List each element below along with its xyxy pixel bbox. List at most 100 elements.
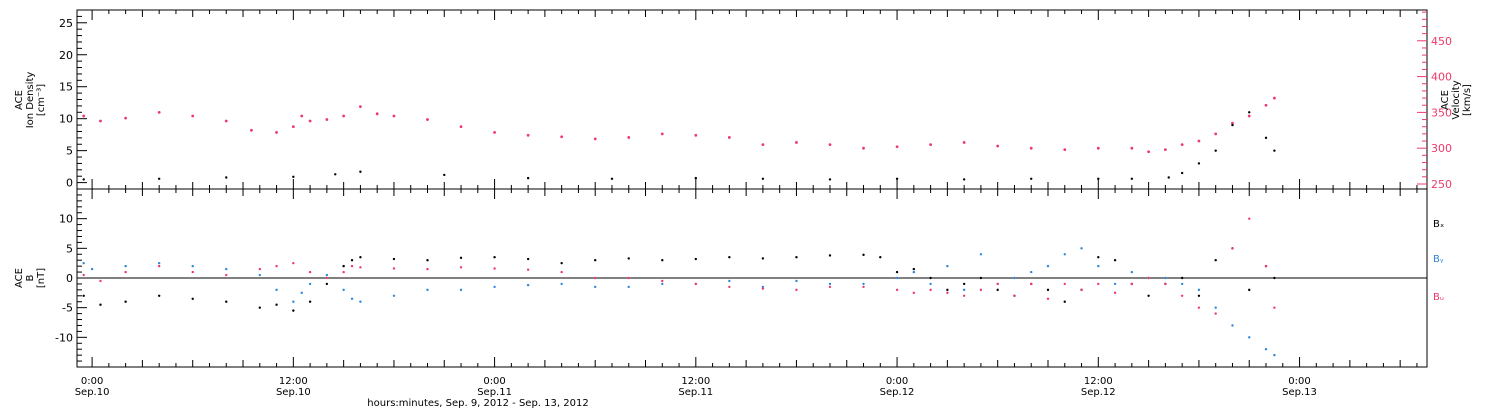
density-point <box>694 176 698 180</box>
bx-point <box>275 303 278 306</box>
bx-point <box>1180 276 1184 280</box>
density-series <box>82 111 1276 181</box>
b-axis-ticks: -10 -5 0 5 10 <box>55 188 87 368</box>
velocity-point <box>250 128 253 132</box>
by-point <box>90 267 94 271</box>
by-point <box>1231 324 1234 327</box>
bx-point <box>359 256 362 259</box>
velocity-point <box>996 144 1000 148</box>
density-axis-ticks: 0 5 10 15 20 25 <box>59 9 87 190</box>
bz-point <box>493 267 496 270</box>
velocity-point <box>82 114 86 118</box>
velocity-point <box>300 114 304 118</box>
bz-point <box>979 288 983 292</box>
bz-point <box>929 288 932 292</box>
bz-point <box>1147 276 1150 280</box>
by-point <box>1030 270 1033 274</box>
velocity-point <box>828 143 832 147</box>
bx-point <box>1046 288 1050 292</box>
legend-bx: Bₓ <box>1433 219 1444 230</box>
x-tick-date: Sep.13 <box>1282 387 1317 398</box>
density-point <box>761 177 765 180</box>
density-point <box>610 177 614 180</box>
velocity-point <box>795 141 798 144</box>
bx-point <box>392 257 396 261</box>
bz-point <box>191 270 194 274</box>
bx-point <box>795 256 798 259</box>
bz-point <box>1063 282 1066 286</box>
by-point <box>342 288 345 292</box>
by-point <box>392 294 396 297</box>
bz-point <box>1046 297 1050 300</box>
bx-point <box>996 288 999 292</box>
by-point <box>912 270 916 274</box>
density-point <box>526 176 530 180</box>
x-tick-time: 0:00 <box>886 376 908 387</box>
bz-point <box>996 282 999 286</box>
velocity-point <box>627 136 631 139</box>
velocity-point <box>308 119 312 123</box>
y-tick-label: 10 <box>59 113 73 126</box>
by-point <box>1113 282 1117 286</box>
velocity-point <box>1247 114 1251 118</box>
velocity-point <box>157 110 161 114</box>
y-tick-label: 25 <box>59 17 73 30</box>
by-point <box>946 264 949 268</box>
bx-point <box>426 259 429 262</box>
density-axis-label-line1: ACE <box>14 90 25 110</box>
density-point <box>962 178 966 181</box>
density-point <box>1167 176 1170 179</box>
by-point <box>929 282 932 286</box>
bx-point <box>627 257 630 260</box>
velocity-point <box>275 131 278 134</box>
bz-point <box>862 285 865 289</box>
b-axis-label-line1: ACE <box>14 268 25 288</box>
bz-series <box>82 217 1276 315</box>
density-point <box>82 178 85 181</box>
bz-point <box>1080 288 1083 292</box>
by-series <box>82 247 1276 357</box>
by-point <box>350 297 354 300</box>
velocity-point <box>593 137 597 141</box>
bottom-time-ticks <box>91 189 1418 367</box>
bz-point <box>258 267 261 271</box>
by-point <box>1063 253 1066 256</box>
bx-point <box>761 257 765 260</box>
bz-point <box>1013 294 1016 297</box>
velocity-point <box>1130 146 1134 150</box>
velocity-point <box>459 125 463 129</box>
top-time-ticks <box>91 10 1418 189</box>
density-point <box>1197 162 1201 165</box>
bx-point <box>879 256 882 259</box>
by-point <box>325 273 329 277</box>
bx-point <box>1248 288 1251 292</box>
magnetic-field-panel: -10 -5 0 5 10 ACE B [nT] Bₓ Bᵧ Bᵤ <box>14 188 1444 368</box>
b-axis-label-line2: B <box>25 274 36 281</box>
velocity-point <box>191 114 195 118</box>
bx-point <box>308 300 312 303</box>
velocity-axis-label-line2: Velocity <box>1451 80 1462 119</box>
velocity-point <box>124 116 128 120</box>
y-tick-label: 350 <box>1431 106 1452 119</box>
by-point <box>526 283 530 287</box>
bx-point <box>350 259 354 262</box>
b-axis-label: ACE B [nT] <box>14 268 47 288</box>
y-tick-label: 15 <box>59 81 73 94</box>
velocity-point <box>99 119 102 123</box>
bx-point <box>593 259 597 262</box>
by-point <box>728 279 731 283</box>
bz-point <box>359 266 362 269</box>
by-point <box>359 300 362 303</box>
bz-point <box>912 291 916 295</box>
x-tick-time: 0:00 <box>483 376 505 387</box>
bz-point <box>99 279 102 283</box>
by-point <box>962 288 966 292</box>
bz-point <box>761 287 765 290</box>
bx-point <box>912 267 916 271</box>
velocity-point <box>1163 148 1167 152</box>
y-tick-label: 10 <box>59 213 73 226</box>
by-point <box>1046 264 1050 268</box>
x-tick-date: Sep.10 <box>276 387 311 398</box>
by-point <box>1197 288 1201 292</box>
